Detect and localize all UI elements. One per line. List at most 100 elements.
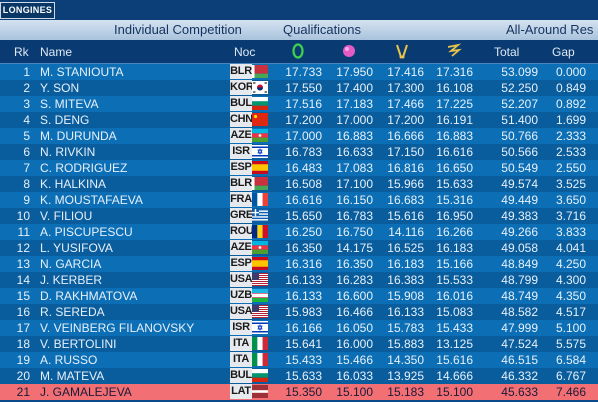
athlete-name: M. MATEVA bbox=[40, 369, 105, 383]
ribbon-score: 16.016 bbox=[436, 289, 473, 303]
ribbon-score: 16.883 bbox=[436, 129, 473, 143]
table-row[interactable]: 6 N. RIVKIN ISR 16.783 16.633 17.150 16.616 50.… bbox=[0, 144, 598, 160]
noc-code: BUL bbox=[230, 96, 252, 111]
clubs-score: 16.666 bbox=[387, 129, 424, 143]
hoop-score: 16.350 bbox=[285, 241, 322, 255]
total-score: 49.449 bbox=[501, 193, 538, 207]
hoop-score: 17.000 bbox=[285, 129, 322, 143]
country-flag-icon bbox=[252, 321, 268, 334]
noc-code: FRA bbox=[230, 192, 252, 207]
country-flag-icon bbox=[252, 177, 268, 190]
ball-score: 16.750 bbox=[336, 225, 373, 239]
top-bar: LONGINES bbox=[0, 0, 598, 20]
name-header: Name bbox=[40, 45, 73, 59]
ribbon-score: 15.433 bbox=[436, 321, 473, 335]
noc-code: ESP bbox=[230, 256, 252, 271]
country-flag-icon bbox=[252, 209, 268, 222]
table-row[interactable]: 2 Y. SON KOR 17.550 17.400 17.300 16.108 52.250… bbox=[0, 80, 598, 96]
hoop-score: 16.483 bbox=[285, 161, 322, 175]
rank-header: Rk bbox=[14, 45, 29, 59]
hoop-icon bbox=[292, 43, 304, 59]
table-row[interactable]: 20 M. MATEVA BUL 15.633 16.033 13.925 14.666 46… bbox=[0, 368, 598, 384]
rank-cell: 11 bbox=[17, 225, 30, 239]
table-row[interactable]: 5 M. DURUNDA AZE 17.000 16.883 16.666 16.883 50… bbox=[0, 128, 598, 144]
hoop-score: 15.433 bbox=[285, 353, 322, 367]
clubs-score: 16.816 bbox=[387, 161, 424, 175]
athlete-name: N. GARCIA bbox=[40, 257, 102, 271]
hoop-score: 15.633 bbox=[285, 369, 322, 383]
ball-score: 17.100 bbox=[336, 177, 373, 191]
gap-value: 1.699 bbox=[555, 113, 586, 127]
rank-cell: 21 bbox=[16, 385, 30, 399]
hoop-score: 15.641 bbox=[285, 337, 322, 351]
gap-value: 7.466 bbox=[555, 385, 586, 399]
total-header: Total bbox=[494, 45, 520, 59]
athlete-name: L. YUSIFOVA bbox=[40, 241, 113, 255]
athlete-name: V. FILIOU bbox=[40, 209, 93, 223]
table-row[interactable]: 19 A. RUSSO ITA 15.433 15.466 14.350 15.616 46.… bbox=[0, 352, 598, 368]
noc-code: ISR bbox=[230, 144, 252, 159]
country-flag-icon bbox=[252, 289, 268, 302]
clubs-score: 14.350 bbox=[387, 353, 424, 367]
ribbon-score: 16.183 bbox=[436, 241, 473, 255]
table-row[interactable]: 1 M. STANIOUTA BLR 17.733 17.950 17.416 17.316… bbox=[0, 64, 598, 80]
ball-score: 17.183 bbox=[336, 97, 373, 111]
table-row[interactable]: 18 V. BERTOLINI ITA 15.641 16.000 15.883 13.12… bbox=[0, 336, 598, 352]
ribbon-score: 15.616 bbox=[436, 353, 473, 367]
rank-cell: 13 bbox=[16, 257, 30, 271]
gap-value: 0.000 bbox=[555, 65, 586, 79]
ribbon-score: 17.316 bbox=[436, 65, 473, 79]
table-row[interactable]: 10 V. FILIOU GRE 15.650 16.783 15.616 16.950 49… bbox=[0, 208, 598, 224]
country-flag-icon bbox=[252, 113, 268, 126]
table-row[interactable]: 16 R. SEREDA USA 15.983 16.466 16.133 15.083 48… bbox=[0, 304, 598, 320]
athlete-name: M. DURUNDA bbox=[40, 129, 117, 143]
clubs-score: 16.383 bbox=[387, 273, 424, 287]
athlete-name: C. RODRIGUEZ bbox=[40, 161, 128, 175]
country-flag-icon bbox=[252, 129, 268, 142]
table-row[interactable]: 7 C. RODRIGUEZ ESP 16.483 17.083 16.816 16.650… bbox=[0, 160, 598, 176]
table-row[interactable]: 3 S. MITEVA BUL 17.516 17.183 17.466 17.225 52.… bbox=[0, 96, 598, 112]
gap-value: 5.575 bbox=[555, 337, 586, 351]
table-row[interactable]: 4 S. DENG CHN 17.200 17.000 17.200 16.191 51.40… bbox=[0, 112, 598, 128]
rank-cell: 1 bbox=[23, 65, 30, 79]
hoop-score: 16.616 bbox=[285, 193, 322, 207]
athlete-name: S. DENG bbox=[40, 113, 90, 127]
results-table: 1 M. STANIOUTA BLR 17.733 17.950 17.416 17.316… bbox=[0, 64, 598, 400]
ball-score: 16.600 bbox=[336, 289, 373, 303]
ribbon-score: 16.191 bbox=[436, 113, 473, 127]
ball-score: 16.883 bbox=[336, 129, 373, 143]
ribbon-score: 16.616 bbox=[436, 145, 473, 159]
table-row[interactable]: 17 V. VEINBERG FILANOVSKY ISR 16.166 16.050 1… bbox=[0, 320, 598, 336]
clubs-score: 16.525 bbox=[387, 241, 424, 255]
athlete-name: D. RAKHMATOVA bbox=[40, 289, 138, 303]
table-row[interactable]: 11 A. PISCUPESCU ROU 16.250 16.750 14.116 16.2… bbox=[0, 224, 598, 240]
athlete-name: V. BERTOLINI bbox=[40, 337, 117, 351]
rank-cell: 4 bbox=[23, 113, 30, 127]
ball-icon bbox=[343, 45, 355, 57]
hoop-score: 16.166 bbox=[285, 321, 322, 335]
table-row[interactable]: 15 D. RAKHMATOVA UZB 16.133 16.600 15.908 16.0… bbox=[0, 288, 598, 304]
rank-cell: 2 bbox=[23, 81, 30, 95]
country-flag-icon bbox=[252, 161, 268, 174]
table-row[interactable]: 12 L. YUSIFOVA AZE 16.350 14.175 16.525 16.183… bbox=[0, 240, 598, 256]
table-row[interactable]: 8 K. HALKINA BLR 16.508 17.100 15.966 15.633 49… bbox=[0, 176, 598, 192]
noc-code: AZE bbox=[230, 128, 252, 143]
clubs-score: 15.908 bbox=[387, 289, 424, 303]
rank-cell: 8 bbox=[23, 177, 30, 191]
ball-score: 16.150 bbox=[336, 193, 373, 207]
total-score: 53.099 bbox=[501, 65, 538, 79]
athlete-name: K. HALKINA bbox=[40, 177, 107, 191]
gap-value: 3.525 bbox=[555, 177, 586, 191]
clubs-score: 16.183 bbox=[387, 257, 424, 271]
table-row[interactable]: 9 K. MOUSTAFAEVA FRA 16.616 16.150 16.683 15.3… bbox=[0, 192, 598, 208]
ribbon-icon bbox=[447, 43, 462, 57]
total-score: 52.207 bbox=[501, 97, 538, 111]
table-row[interactable]: 21 J. GAMALEJEVA LAT 15.350 15.100 15.183 15.1… bbox=[0, 384, 598, 400]
clubs-score: 17.466 bbox=[387, 97, 424, 111]
table-row[interactable]: 14 J. KERBER USA 16.133 16.283 16.383 15.533 48… bbox=[0, 272, 598, 288]
event-title: All-Around Res bbox=[506, 22, 594, 37]
country-flag-icon bbox=[252, 65, 268, 78]
noc-code: USA bbox=[230, 304, 253, 319]
table-row[interactable]: 13 N. GARCIA ESP 16.316 16.350 16.183 15.166 48… bbox=[0, 256, 598, 272]
ribbon-score: 15.533 bbox=[436, 273, 473, 287]
